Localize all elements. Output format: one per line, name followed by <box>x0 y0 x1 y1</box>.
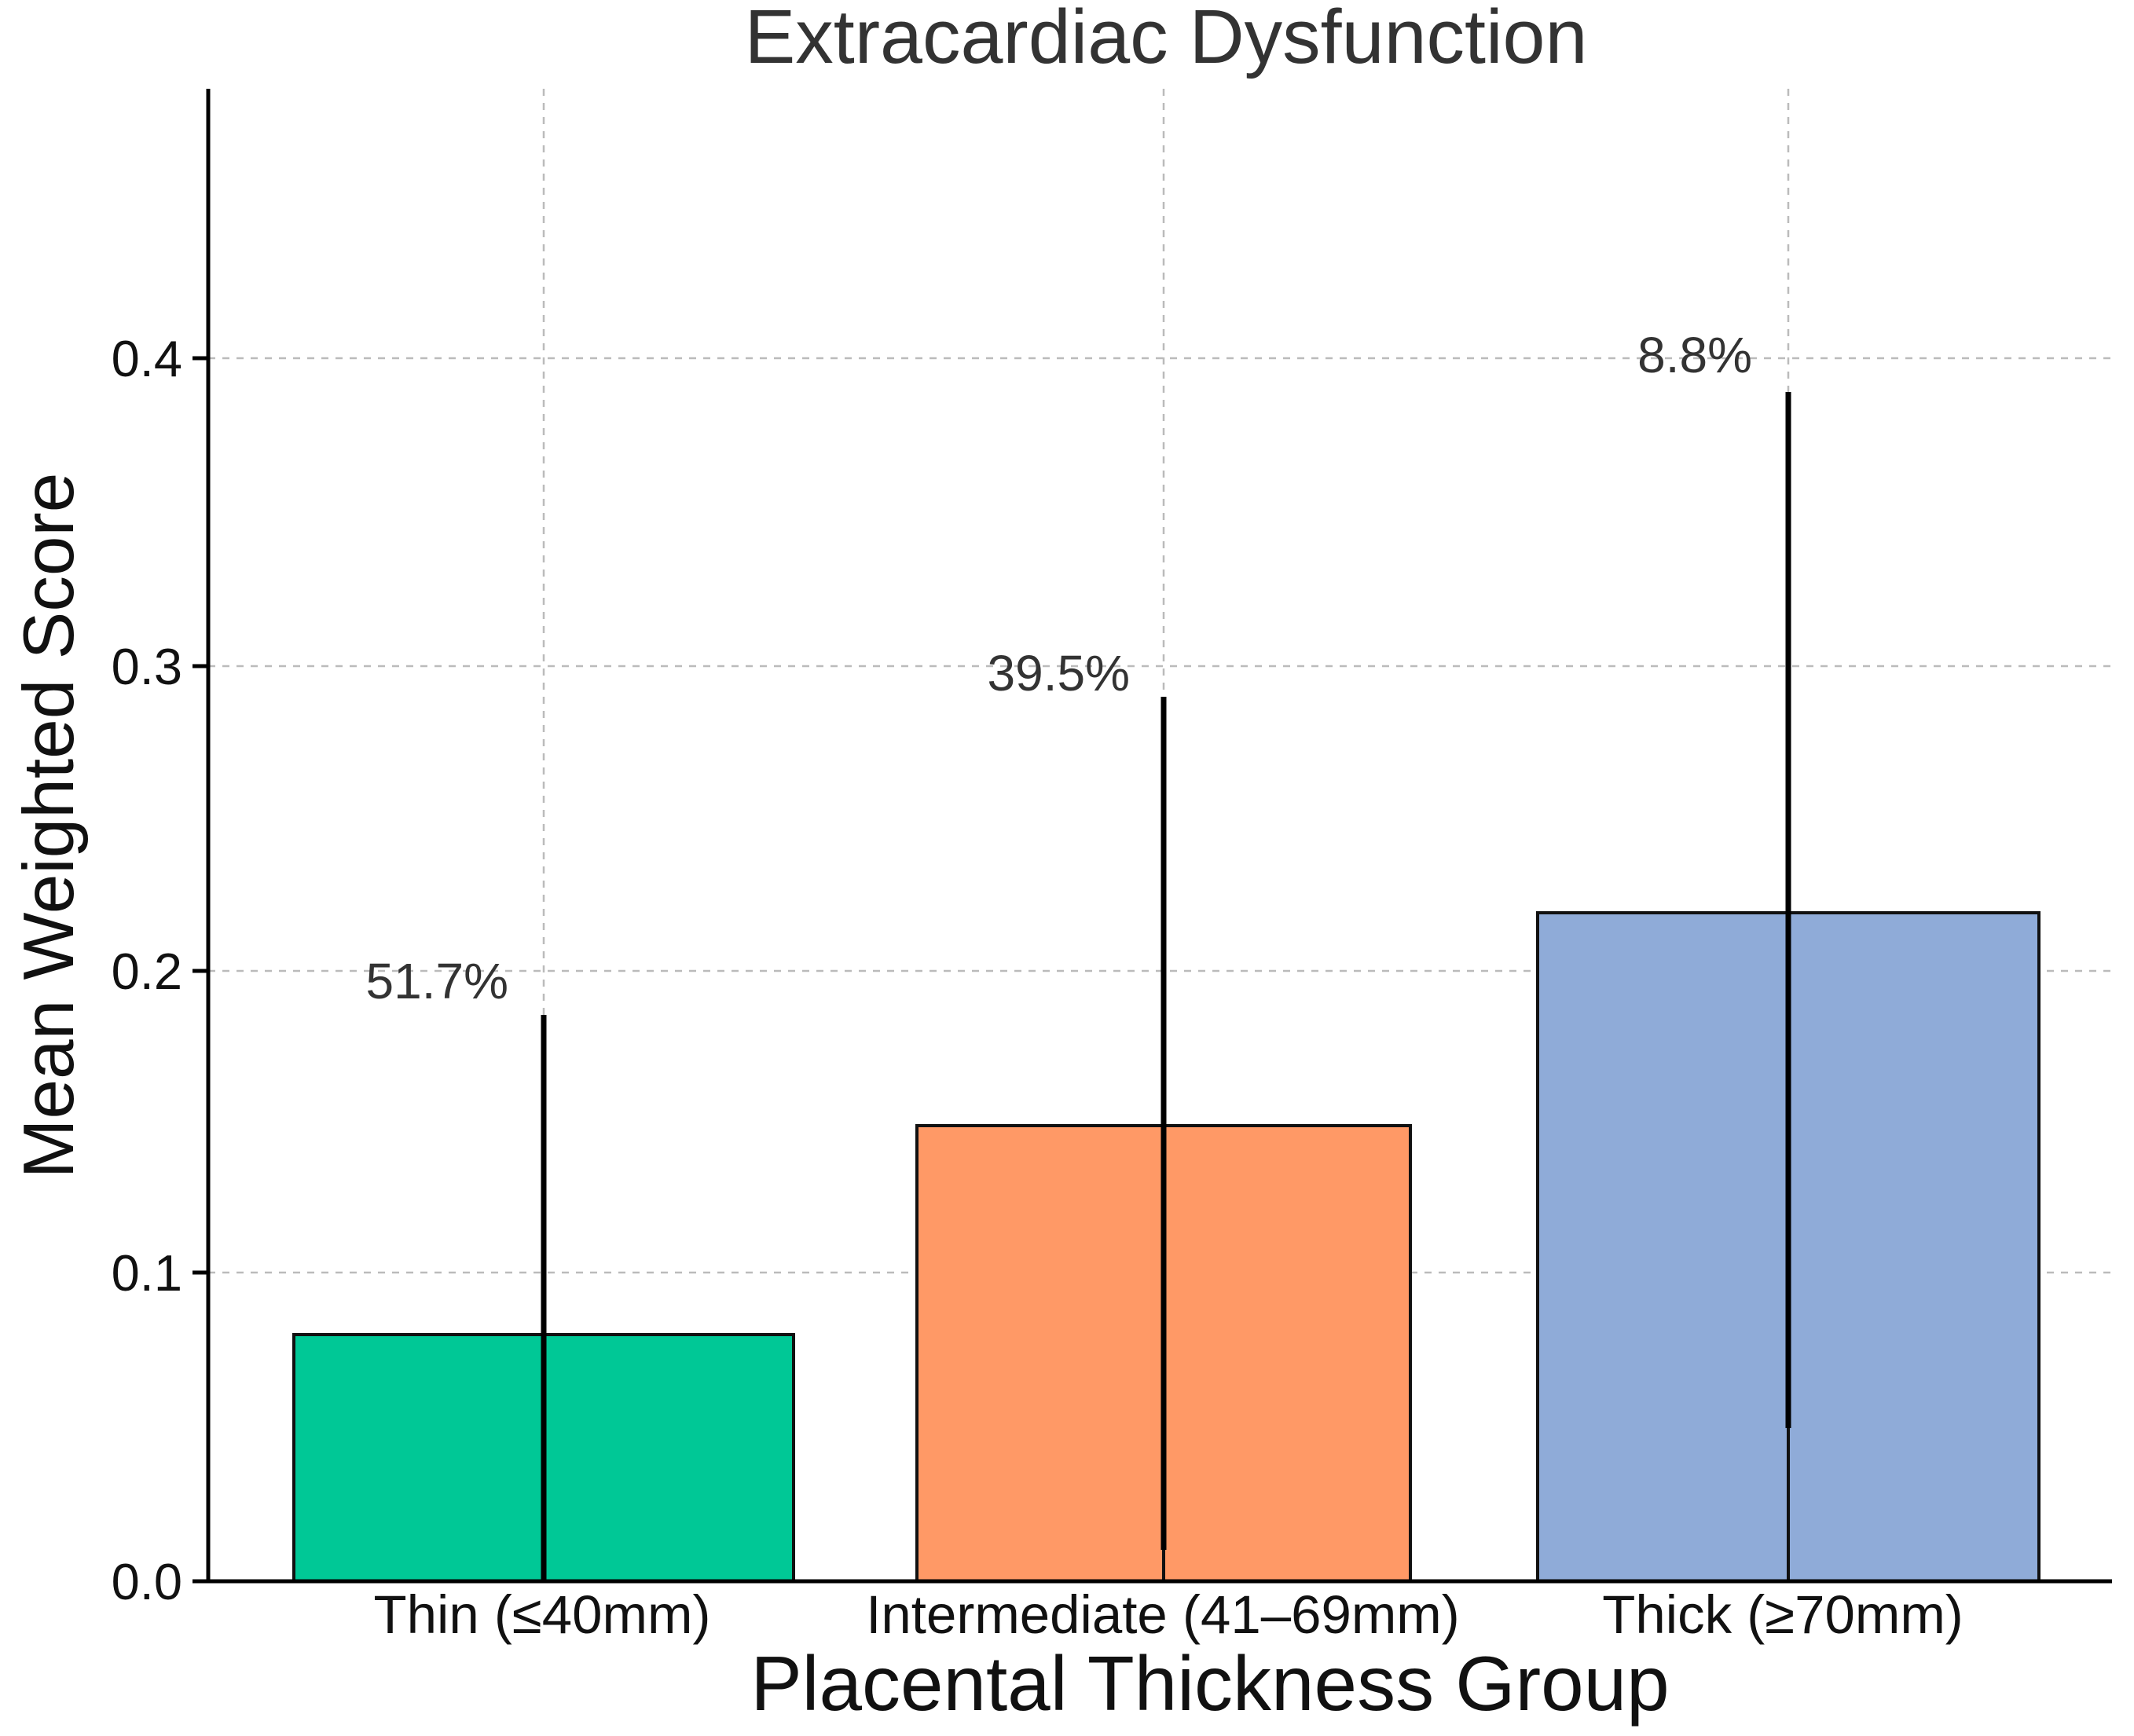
svg-text:8.8%: 8.8% <box>1637 327 1752 383</box>
svg-text:Extracardiac Dysfunction: Extracardiac Dysfunction <box>745 0 1588 79</box>
svg-text:Placental Thickness Group: Placental Thickness Group <box>750 1640 1669 1727</box>
svg-text:Intermediate (41–69mm): Intermediate (41–69mm) <box>866 1584 1460 1645</box>
svg-text:0.4: 0.4 <box>112 330 182 387</box>
svg-text:39.5%: 39.5% <box>988 645 1130 701</box>
svg-text:0.0: 0.0 <box>112 1553 182 1610</box>
svg-text:Mean Weighted Score: Mean Weighted Score <box>9 473 89 1179</box>
svg-text:Thick (≥70mm): Thick (≥70mm) <box>1602 1584 1964 1645</box>
svg-text:51.7%: 51.7% <box>366 953 508 1009</box>
svg-text:0.2: 0.2 <box>112 943 182 1000</box>
svg-text:Thin (≤40mm): Thin (≤40mm) <box>374 1584 711 1645</box>
svg-text:0.3: 0.3 <box>112 638 182 695</box>
svg-text:0.1: 0.1 <box>112 1244 182 1302</box>
